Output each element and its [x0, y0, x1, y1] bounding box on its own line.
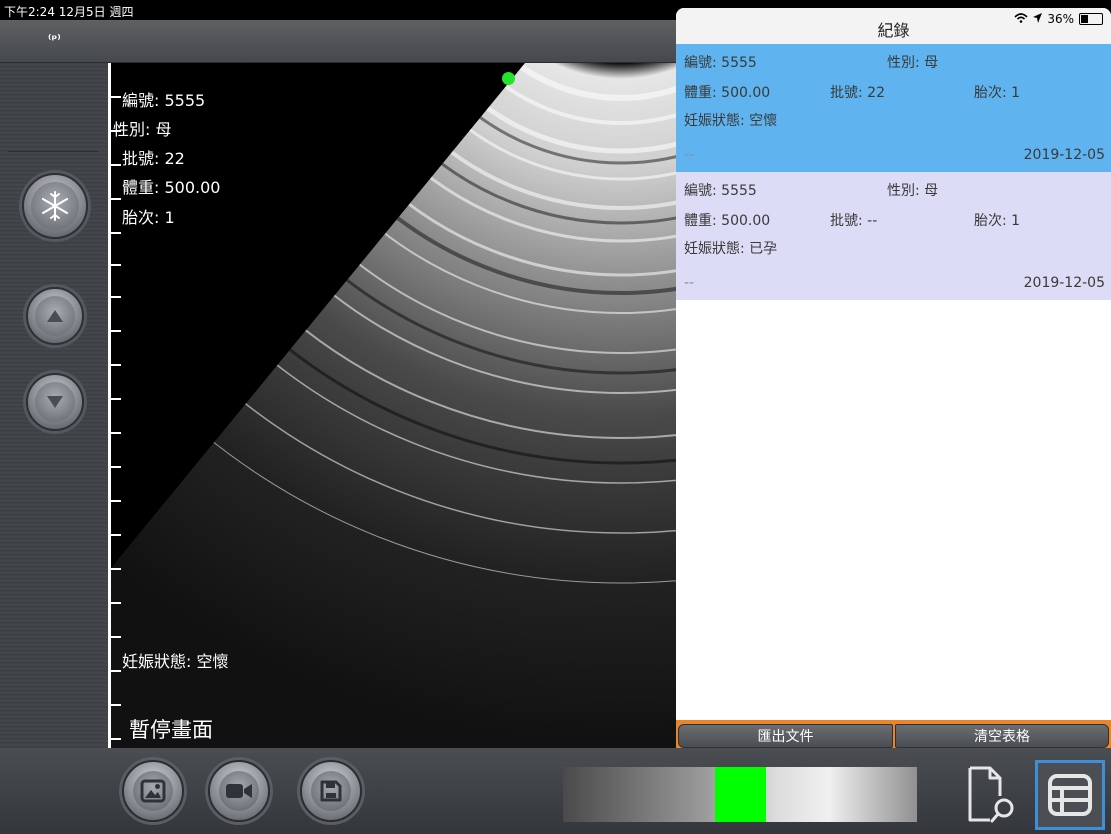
- record-batch: 批號: --: [830, 213, 878, 229]
- scale-tick: [111, 364, 121, 366]
- up-button[interactable]: [26, 287, 84, 345]
- scale-tick: [111, 500, 121, 502]
- scale-tick: [111, 264, 121, 266]
- record-date: 2019-12-05: [1023, 275, 1105, 291]
- save-button-face: [311, 771, 351, 811]
- record-sex: 性別: 母: [887, 55, 939, 71]
- record-id: 編號: 5555: [684, 55, 757, 71]
- scale-tick: [111, 602, 121, 604]
- snowflake-icon: [41, 191, 69, 221]
- scale-tick: [111, 198, 121, 200]
- freeze-button-face: [31, 182, 79, 230]
- battery-level: [1081, 15, 1088, 23]
- panel-divider: [8, 151, 98, 152]
- record-parity: 胎次: 1: [974, 213, 1021, 229]
- record-date: 2019-12-05: [1023, 147, 1105, 163]
- record-pregnancy: 妊娠狀態: 已孕: [684, 241, 778, 257]
- up-button-face: [35, 296, 75, 336]
- save-button[interactable]: [300, 760, 362, 822]
- scale-tick: [111, 96, 121, 98]
- overlay-batch: 批號: 22: [122, 149, 185, 168]
- gain-slider[interactable]: [563, 767, 917, 822]
- scale-tick: [111, 636, 121, 638]
- triangle-down-icon: [47, 396, 63, 408]
- battery-icon: [1079, 13, 1103, 25]
- record-batch: 批號: 22: [830, 85, 885, 101]
- scale-tick: [111, 232, 121, 234]
- record-weight: 體重: 500.00: [684, 85, 771, 101]
- down-button[interactable]: [26, 373, 84, 431]
- scale-tick: [111, 130, 121, 132]
- video-button[interactable]: [208, 760, 270, 822]
- scale-tick: [111, 738, 121, 740]
- scale-tick: [111, 164, 121, 166]
- record-panel-title: 紀錄: [877, 21, 910, 40]
- export-document-button[interactable]: 匯出文件: [678, 724, 893, 748]
- record-item[interactable]: 編號: 5555 性別: 母 體重: 500.00 批號: 22 胎次: 1 妊…: [676, 44, 1111, 172]
- scale-tick: [111, 432, 121, 434]
- overlay-weight: 體重: 500.00: [122, 178, 221, 197]
- status-time: 下午2:24 12月5日 週四: [4, 5, 134, 19]
- ultrasound-scan: [111, 63, 676, 748]
- scale-tick: [111, 534, 121, 536]
- overlay-sex: 性別: 母: [113, 120, 172, 139]
- record-item[interactable]: 編號: 5555 性別: 母 體重: 500.00 批號: -- 胎次: 1 妊…: [676, 172, 1111, 300]
- record-note: --: [684, 275, 695, 291]
- document-search-button[interactable]: [962, 764, 1020, 826]
- floppy-disk-icon: [320, 780, 342, 802]
- table-list-icon: [1048, 774, 1092, 816]
- scale-tick: [111, 704, 121, 706]
- record-pregnancy: 妊娠狀態: 空懷: [684, 113, 778, 129]
- down-button-face: [35, 382, 75, 422]
- left-control-panel: [0, 63, 108, 748]
- record-panel-header: 紀錄 36%: [676, 8, 1111, 45]
- battery-percent: 36%: [1047, 12, 1074, 26]
- overlay-pregnancy: 妊娠狀態: 空懷: [122, 652, 229, 671]
- scale-tick: [111, 398, 121, 400]
- wireless-probe-icon: ⁽ᵖ⁾: [48, 32, 61, 46]
- location-arrow-icon: [1033, 12, 1043, 26]
- probe-marker: [502, 72, 515, 85]
- status-indicators: 36%: [1014, 12, 1103, 26]
- record-note: --: [684, 147, 695, 163]
- top-bar: ⁽ᵖ⁾: [0, 20, 676, 63]
- wifi-icon: [1014, 12, 1028, 26]
- record-actions-bar: 匯出文件 清空表格: [676, 720, 1111, 748]
- bottom-toolbar: [0, 748, 1111, 834]
- gallery-button-face: [133, 771, 173, 811]
- freeze-button[interactable]: [22, 173, 88, 239]
- table-view-button[interactable]: [1035, 760, 1105, 830]
- scale-tick: [111, 296, 121, 298]
- video-button-face: [219, 771, 259, 811]
- scale-tick: [111, 330, 121, 332]
- record-weight: 體重: 500.00: [684, 213, 771, 229]
- overlay-id: 編號: 5555: [122, 91, 206, 110]
- document-search-icon: [968, 766, 1014, 823]
- record-id: 編號: 5555: [684, 183, 757, 199]
- triangle-up-icon: [47, 310, 63, 322]
- paused-label: 暫停畫面: [129, 718, 213, 742]
- record-sex: 性別: 母: [887, 183, 939, 199]
- overlay-parity: 胎次: 1: [122, 208, 175, 227]
- record-panel: 紀錄 36% 編號: 5555 性別: 母 體重: 500.00 批號: 22 …: [676, 8, 1111, 748]
- video-camera-icon: [226, 784, 252, 798]
- gallery-button[interactable]: [122, 760, 184, 822]
- depth-scale: [108, 63, 111, 748]
- record-parity: 胎次: 1: [974, 85, 1021, 101]
- scale-tick: [111, 670, 121, 672]
- image-icon: [140, 779, 166, 803]
- scale-tick: [111, 568, 121, 570]
- clear-table-button[interactable]: 清空表格: [895, 724, 1109, 748]
- scale-tick: [111, 466, 121, 468]
- gain-slider-thumb[interactable]: [715, 767, 766, 822]
- ultrasound-image[interactable]: [111, 63, 676, 748]
